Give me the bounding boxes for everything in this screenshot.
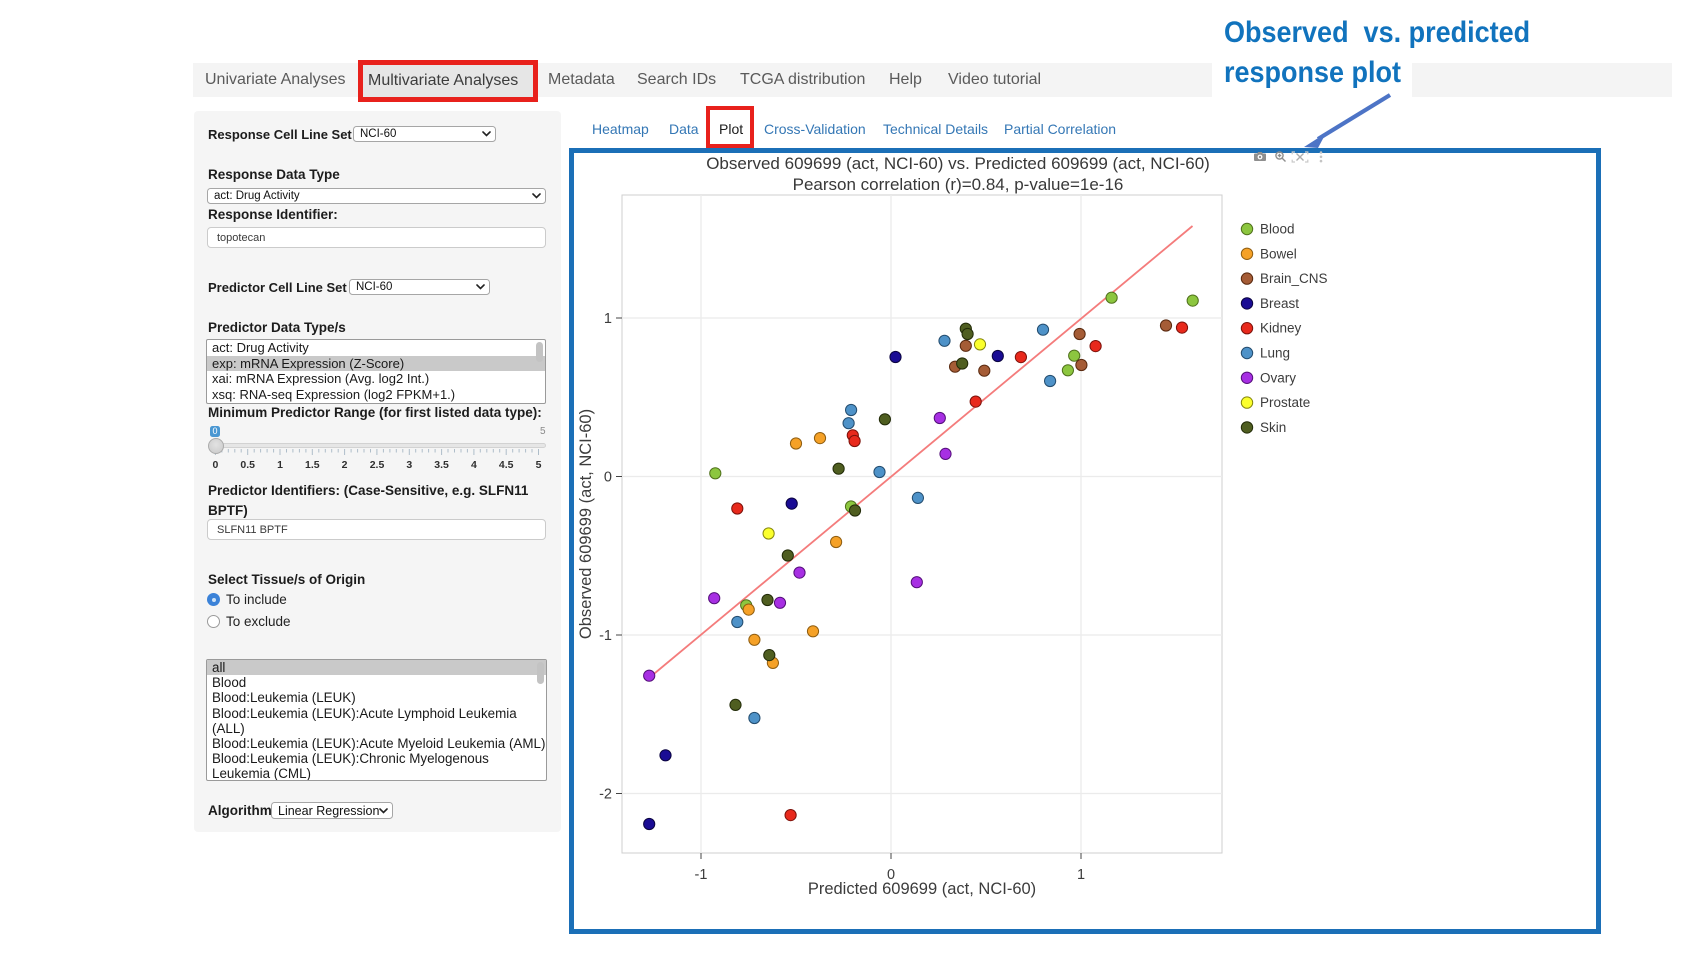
svg-text:Brain_CNS: Brain_CNS [1260,271,1328,286]
svg-text:Lung: Lung [1260,346,1290,361]
svg-text:-1: -1 [695,867,708,883]
svg-text:Observed 609699 (act, NCI-60): Observed 609699 (act, NCI-60) [577,409,595,639]
svg-text:0: 0 [212,459,218,471]
svg-text:Blood: Blood [1260,222,1295,237]
svg-text:0: 0 [604,470,612,486]
svg-text:0: 0 [887,867,895,883]
svg-text:1: 1 [1077,867,1085,883]
svg-text:1: 1 [604,311,612,327]
svg-text:3: 3 [406,459,412,471]
svg-text:Predicted 609699 (act, NCI-60): Predicted 609699 (act, NCI-60) [808,880,1036,898]
svg-text:4.5: 4.5 [499,459,514,471]
svg-text:Ovary: Ovary [1260,370,1296,385]
svg-text:Kidney: Kidney [1260,321,1302,336]
svg-text:1.5: 1.5 [305,459,320,471]
svg-text:1: 1 [277,459,283,471]
svg-text:-2: -2 [599,787,612,803]
svg-text:0.5: 0.5 [240,459,255,471]
svg-text:2: 2 [342,459,348,471]
svg-text:-1: -1 [599,628,612,644]
svg-text:Skin: Skin [1260,420,1286,435]
svg-text:2.5: 2.5 [370,459,385,471]
svg-text:Breast: Breast [1260,296,1299,311]
svg-text:Prostate: Prostate [1260,395,1310,410]
svg-text:4: 4 [471,459,477,471]
svg-text:Bowel: Bowel [1260,246,1297,261]
svg-text:5: 5 [536,459,542,471]
svg-text:3.5: 3.5 [434,459,449,471]
